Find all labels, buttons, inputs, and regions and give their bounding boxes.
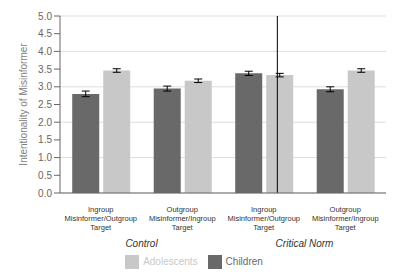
svg-text:3.5: 3.5 bbox=[38, 64, 52, 75]
svg-text:4.0: 4.0 bbox=[38, 46, 52, 57]
svg-text:IngroupMisinformer/OutgroupTar: IngroupMisinformer/OutgroupTarget bbox=[64, 205, 137, 232]
svg-text:0.0: 0.0 bbox=[38, 188, 52, 199]
svg-text:IngroupMisinformer/OutgroupTar: IngroupMisinformer/OutgroupTarget bbox=[227, 205, 300, 232]
svg-text:Critical Norm: Critical Norm bbox=[276, 238, 334, 249]
html-text:Children: Children bbox=[225, 255, 263, 267]
svg-text:Intentionality of Misinformer: Intentionality of Misinformer bbox=[18, 43, 29, 166]
svg-text:0.5: 0.5 bbox=[38, 170, 52, 181]
svg-text:1.5: 1.5 bbox=[38, 134, 52, 145]
svg-text:3.0: 3.0 bbox=[38, 81, 52, 92]
svg-text:2.5: 2.5 bbox=[38, 99, 52, 110]
svg-text:4.5: 4.5 bbox=[38, 28, 52, 39]
svg-text:OutgroupMisinformer/IngroupTar: OutgroupMisinformer/IngroupTarget bbox=[149, 205, 216, 232]
svg-text:1.0: 1.0 bbox=[38, 152, 52, 163]
html-text:Adolescents: Adolescents bbox=[143, 255, 198, 267]
svg-text:OutgroupMisinformer/IngroupTar: OutgroupMisinformer/IngroupTarget bbox=[312, 205, 379, 232]
svg-text:Control: Control bbox=[125, 238, 158, 249]
svg-text:2.0: 2.0 bbox=[38, 117, 52, 128]
svg-text:5.0: 5.0 bbox=[38, 11, 52, 22]
